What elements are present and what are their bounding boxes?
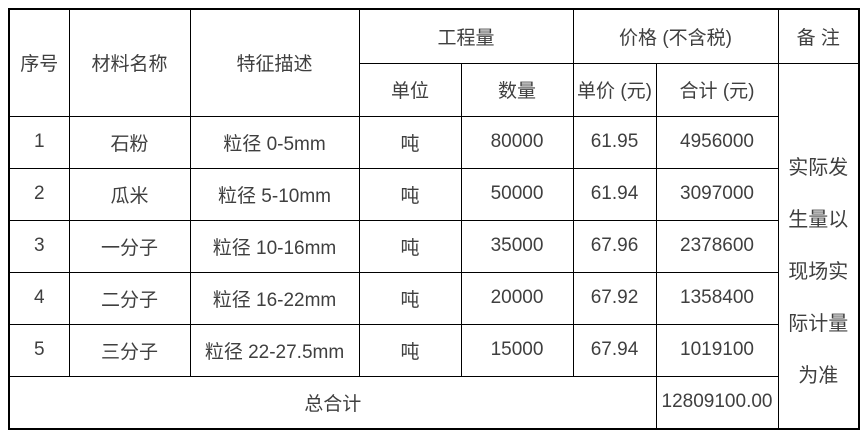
cell-line-total: 4956000 [655, 115, 779, 169]
table-row: 5 三分子 粒径 22-27.5mm 吨 15000 67.94 1019100 [8, 323, 859, 377]
cell-feature: 粒径 22-27.5mm [189, 323, 360, 377]
cell-index: 4 [8, 271, 70, 325]
header-price-group: 价格 (不含税) [572, 8, 779, 64]
remark-merged-cell: 实际发 生量以 现场实 际计量 为准 [777, 62, 860, 430]
cell-unit: 吨 [358, 219, 462, 273]
cell-unit-price: 67.96 [572, 219, 657, 273]
header-row-1: 序号 材料名称 特征描述 工程量 价格 (不含税) 备 注 [8, 8, 860, 117]
cell-feature: 粒径 10-16mm [189, 219, 360, 273]
header-remark: 备 注 [777, 8, 860, 64]
cell-amount: 35000 [460, 219, 574, 273]
material-price-table: 序号 材料名称 特征描述 工程量 价格 (不含税) 备 注 单位 数量 单价 (… [8, 8, 861, 430]
header-quantity-group: 工程量 [358, 8, 574, 64]
header-material-name: 材料名称 [68, 8, 191, 117]
cell-material: 石粉 [68, 115, 191, 169]
header-index: 序号 [8, 8, 70, 117]
cell-unit: 吨 [358, 167, 462, 221]
header-unit-price: 单价 (元) [572, 62, 657, 117]
header-line-total: 合计 (元) [655, 62, 779, 117]
cell-index: 5 [8, 323, 70, 377]
table-row: 1 石粉 粒径 0-5mm 吨 80000 61.95 4956000 [8, 115, 859, 169]
cell-line-total: 1019100 [655, 323, 779, 377]
cell-material: 瓜米 [68, 167, 191, 221]
cell-amount: 50000 [460, 167, 574, 221]
cell-amount: 80000 [460, 115, 574, 169]
cell-material: 二分子 [68, 271, 191, 325]
header-feature-description: 特征描述 [189, 8, 360, 117]
remark-text: 实际发 生量以 现场实 际计量 为准 [779, 89, 858, 402]
cell-unit-price: 61.94 [572, 167, 657, 221]
remark-line: 为准 [798, 365, 839, 388]
cell-unit: 吨 [358, 323, 462, 377]
remark-line: 生量以 [788, 209, 849, 232]
header-unit: 单位 [358, 62, 462, 117]
header-row-2: 单位 数量 单价 (元) 合计 (元) 实际发 生量以 现场实 际计量 为准 [9, 62, 860, 430]
cell-feature: 粒径 5-10mm [189, 167, 360, 221]
cell-line-total: 2378600 [655, 219, 779, 273]
header-amount: 数量 [460, 62, 574, 117]
cell-unit-price: 67.92 [572, 271, 657, 325]
table-row: 3 一分子 粒径 10-16mm 吨 35000 67.96 2378600 [8, 219, 859, 273]
remark-line: 现场实 [788, 261, 849, 284]
footer-row: 总合计 12809100.00 [8, 375, 859, 430]
cell-unit: 吨 [358, 271, 462, 325]
cell-feature: 粒径 16-22mm [189, 271, 360, 325]
cell-amount: 15000 [460, 323, 574, 377]
cell-index: 1 [8, 115, 70, 169]
cell-unit-price: 61.95 [572, 115, 657, 169]
cell-unit: 吨 [358, 115, 462, 169]
cell-amount: 20000 [460, 271, 574, 325]
grand-total-value: 12809100.00 [655, 375, 779, 430]
cell-index: 3 [8, 219, 70, 273]
cell-unit-price: 67.94 [572, 323, 657, 377]
cell-material: 三分子 [68, 323, 191, 377]
cell-feature: 粒径 0-5mm [189, 115, 360, 169]
cell-line-total: 1358400 [655, 271, 779, 325]
grand-total-label: 总合计 [8, 375, 657, 430]
remark-line: 实际发 [788, 157, 849, 180]
table-row: 4 二分子 粒径 16-22mm 吨 20000 67.92 1358400 [8, 271, 859, 325]
cell-material: 一分子 [68, 219, 191, 273]
cell-line-total: 3097000 [655, 167, 779, 221]
table-row: 2 瓜米 粒径 5-10mm 吨 50000 61.94 3097000 [8, 167, 859, 221]
cell-index: 2 [8, 167, 70, 221]
remark-line: 际计量 [788, 313, 849, 336]
